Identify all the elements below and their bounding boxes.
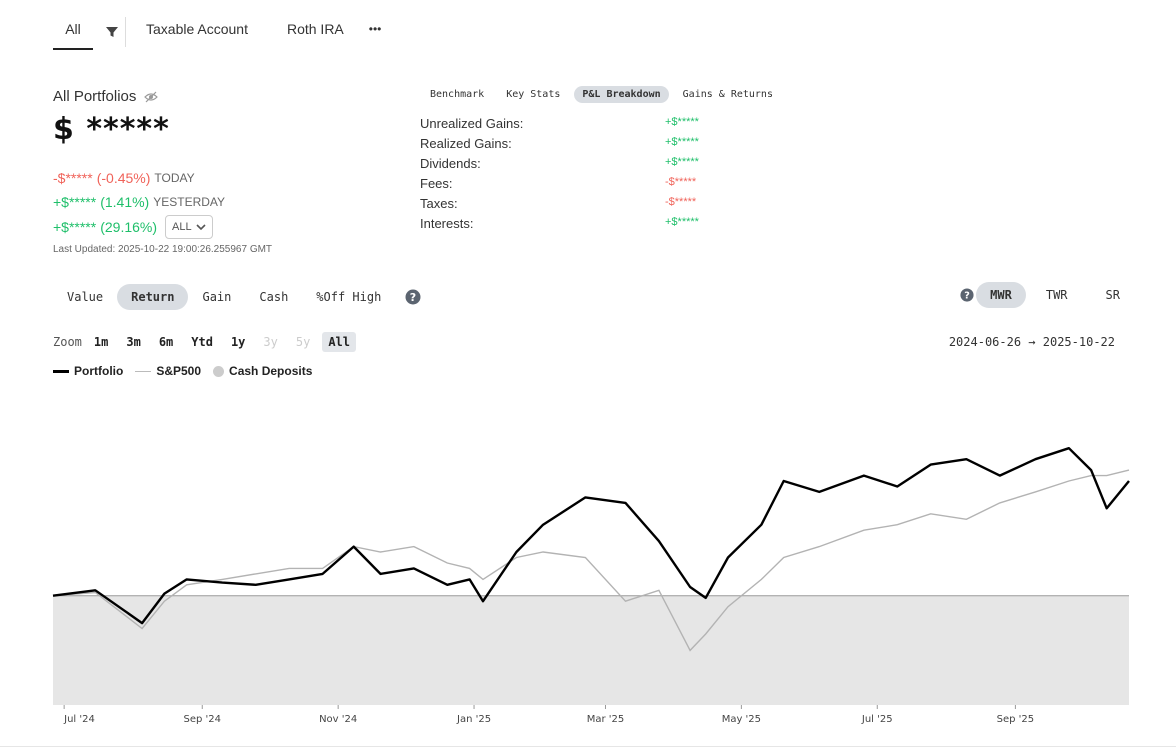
pl-label: Fees: <box>420 176 453 191</box>
tab-taxable-account[interactable]: Taxable Account <box>146 21 248 37</box>
zoom-3y: 3y <box>263 335 278 349</box>
x-axis: Jul '24 Sep '24 Nov '24 Jan '25 Mar '25 May '… <box>63 705 1034 725</box>
legend-sp500[interactable]: S&P500 <box>135 364 201 378</box>
x-tick-label: May '25 <box>722 714 761 725</box>
zoom-ytd[interactable]: Ytd <box>191 335 213 349</box>
legend-swatch <box>213 365 225 377</box>
zoom-label: Zoom <box>53 335 82 349</box>
x-tick-label: Jul '24 <box>63 714 95 725</box>
tab-divider <box>125 17 126 47</box>
eye-off-icon[interactable] <box>144 91 159 103</box>
pl-row: Interests: +$***** <box>420 216 699 236</box>
svg-text:?: ? <box>964 291 970 302</box>
pl-value: +$***** <box>665 116 699 128</box>
pl-value: +$***** <box>665 156 699 168</box>
portfolio-line <box>52 446 1130 625</box>
all-time-pct: (29.16%) <box>100 219 158 235</box>
tab-benchmark[interactable]: Benchmark <box>430 89 485 100</box>
zoom-all[interactable]: All <box>322 332 356 352</box>
pl-row: Dividends: +$***** <box>420 156 699 176</box>
pl-row: Fees: -$***** <box>420 176 699 196</box>
pl-label: Unrealized Gains: <box>420 116 524 131</box>
yesterday-pct: (1.41%) <box>100 194 150 210</box>
yesterday-amount: +$***** <box>53 194 97 210</box>
pl-row: Taxes: -$***** <box>420 196 699 216</box>
tab-gains-returns[interactable]: Gains & Returns <box>682 89 773 100</box>
zoom-5y: 5y <box>295 335 311 349</box>
legend-portfolio[interactable]: Portfolio <box>53 364 123 378</box>
x-tick-label: Sep '25 <box>997 714 1035 725</box>
metric-tabs: Value Return Gain Cash %Off High ? <box>53 284 421 310</box>
portfolio-value: $ ***** <box>53 112 170 147</box>
tab-key-stats[interactable]: Key Stats <box>506 89 561 100</box>
return-method-tabs: ? MWR TWR SR <box>960 282 1120 308</box>
pl-label: Dividends: <box>420 156 481 171</box>
pl-value: -$***** <box>665 176 697 188</box>
pl-row: Unrealized Gains: +$***** <box>420 116 699 136</box>
pl-value: +$***** <box>665 216 699 228</box>
tab-pl-breakdown[interactable]: P&L Breakdown <box>574 86 669 103</box>
bottom-divider <box>0 746 1176 747</box>
zoom-1m[interactable]: 1m <box>93 335 109 349</box>
all-time-amount: +$***** <box>53 219 97 235</box>
return-chart[interactable]: Jul '24 Sep '24 Nov '24 Jan '25 Mar '25 May '… <box>0 380 1176 735</box>
tab-cash[interactable]: Cash <box>259 290 289 304</box>
tab-mwr[interactable]: MWR <box>976 282 1026 308</box>
chevron-down-icon <box>196 223 206 230</box>
portfolio-title: All Portfolios <box>53 88 159 105</box>
tab-gain[interactable]: Gain <box>202 290 232 304</box>
pl-label: Taxes: <box>420 196 458 211</box>
today-label: TODAY <box>154 171 195 185</box>
tab-roth-ira[interactable]: Roth IRA <box>286 21 344 37</box>
change-all-time: +$***** (29.16%) ALL <box>53 215 213 239</box>
zoom-1y[interactable]: 1y <box>230 335 246 349</box>
legend-label: Portfolio <box>74 364 124 378</box>
pl-breakdown-table: Unrealized Gains: +$***** Realized Gains… <box>420 116 699 236</box>
last-updated: Last Updated: 2025-10-22 19:00:26.255967… <box>53 244 273 255</box>
tab-twr[interactable]: TWR <box>1045 288 1068 302</box>
x-tick-label: Nov '24 <box>319 714 357 725</box>
tab-off-high[interactable]: %Off High <box>316 290 382 304</box>
x-tick-label: Jul '25 <box>861 714 893 725</box>
x-tick-label: Mar '25 <box>587 714 625 725</box>
x-tick-label: Jan '25 <box>456 714 491 725</box>
zoom-6m[interactable]: 6m <box>158 335 174 349</box>
sp500-line <box>52 469 1130 652</box>
yesterday-label: YESTERDAY <box>153 195 226 209</box>
filter-icon[interactable] <box>105 25 119 39</box>
pl-row: Realized Gains: +$***** <box>420 136 699 156</box>
zoom-controls: Zoom 1m 3m 6m Ytd 1y 3y 5y All <box>53 332 362 352</box>
pl-value: +$***** <box>665 136 699 148</box>
help-icon[interactable]: ? <box>405 289 421 305</box>
legend-label: Cash Deposits <box>229 364 313 378</box>
range-dropdown-value: ALL <box>172 221 192 233</box>
today-pct: (-0.45%) <box>96 170 151 186</box>
help-icon[interactable]: ? <box>960 288 974 302</box>
pl-value: -$***** <box>665 196 697 208</box>
legend-label: S&P500 <box>156 364 202 378</box>
tab-value[interactable]: Value <box>67 290 104 304</box>
range-dropdown[interactable]: ALL <box>165 215 213 239</box>
tab-return[interactable]: Return <box>117 284 189 310</box>
legend-swatch <box>53 369 69 373</box>
change-yesterday: +$***** (1.41%) YESTERDAY <box>53 194 225 210</box>
tab-all[interactable]: All <box>53 14 93 50</box>
account-tabs: All Taxable Account Roth IRA ••• <box>53 14 381 50</box>
cash-deposits-area <box>53 595 1129 705</box>
today-amount: -$***** <box>53 170 93 186</box>
legend-cash-deposits[interactable]: Cash Deposits <box>213 364 312 378</box>
pl-label: Realized Gains: <box>420 136 512 151</box>
change-today: -$***** (-0.45%) TODAY <box>53 170 195 186</box>
tab-sr[interactable]: SR <box>1105 288 1120 302</box>
breakdown-tabs: Benchmark Key Stats P&L Breakdown Gains … <box>420 86 781 103</box>
svg-text:?: ? <box>410 291 416 304</box>
zoom-3m[interactable]: 3m <box>126 335 141 349</box>
date-range[interactable]: 2024-06-26 → 2025-10-22 <box>948 335 1115 349</box>
legend-swatch <box>135 370 152 372</box>
x-tick-label: Sep '24 <box>184 714 222 725</box>
pl-label: Interests: <box>420 216 474 231</box>
portfolio-title-text: All Portfolios <box>53 88 137 105</box>
chart-legend: Portfolio S&P500 Cash Deposits <box>53 364 318 378</box>
more-options-icon[interactable]: ••• <box>368 22 382 36</box>
